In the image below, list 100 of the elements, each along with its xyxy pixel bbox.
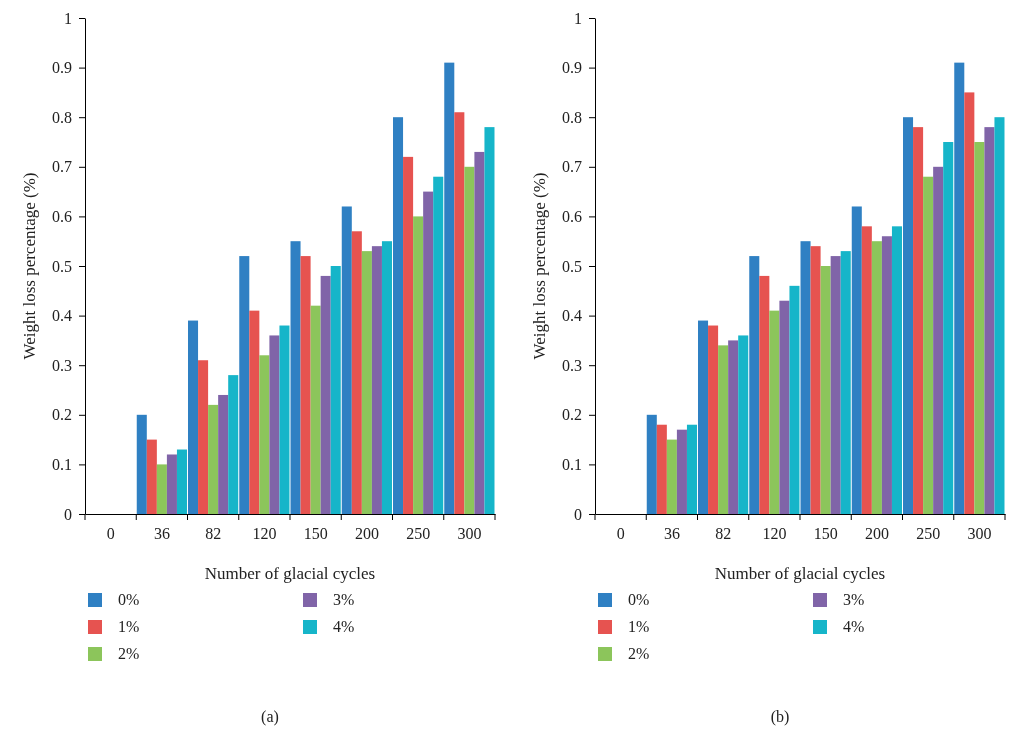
bar	[891, 226, 902, 514]
y-axis-title: Weight loss percentage (%)	[20, 172, 39, 360]
bar	[708, 325, 719, 514]
bar	[676, 429, 687, 514]
bar	[341, 206, 352, 514]
bar	[239, 256, 250, 514]
bar	[393, 117, 404, 514]
bar	[146, 439, 157, 514]
bar	[218, 394, 229, 514]
y-tick-label: 0.5	[562, 257, 582, 275]
y-tick-label: 0.8	[52, 108, 72, 126]
y-axis-title: Weight loss percentage (%)	[530, 172, 549, 360]
x-tick-label: 36	[663, 525, 680, 543]
bar	[444, 62, 455, 514]
bar	[728, 340, 739, 514]
bar	[423, 191, 434, 514]
x-tick-label: 0	[106, 525, 115, 543]
bar	[269, 335, 280, 514]
x-tick-label: 250	[406, 525, 431, 543]
y-tick-label: 0.4	[52, 307, 72, 325]
bar	[310, 305, 321, 514]
y-tick-label: 0.4	[562, 307, 582, 325]
bar	[933, 166, 944, 514]
y-tick-label: 0.3	[52, 356, 72, 374]
y-tick-label: 0.6	[562, 208, 582, 226]
bar	[840, 251, 851, 514]
bar	[779, 300, 790, 514]
bar	[666, 439, 677, 514]
bar	[464, 166, 475, 514]
y-tick-label: 0.6	[52, 208, 72, 226]
legend-label: 1%	[118, 618, 140, 635]
bar	[290, 241, 301, 514]
x-tick-label: 300	[967, 525, 992, 543]
text: (a)	[261, 708, 279, 726]
bar	[738, 335, 749, 514]
bar	[433, 176, 444, 514]
bar	[279, 325, 290, 514]
bar	[474, 151, 485, 514]
bar	[454, 112, 465, 514]
bar	[176, 449, 187, 514]
y-tick-label: 0.1	[52, 456, 72, 474]
legend-label: 3%	[333, 591, 355, 608]
bar	[903, 117, 914, 514]
bar	[300, 256, 311, 514]
bar	[994, 117, 1005, 514]
legend-label: 1%	[628, 618, 650, 635]
bar	[198, 360, 209, 514]
bar	[851, 206, 862, 514]
bar	[361, 251, 372, 514]
legend-label: 4%	[333, 618, 355, 635]
y-tick-label: 0.7	[52, 158, 72, 176]
x-tick-label: 150	[303, 525, 328, 543]
bar	[403, 156, 414, 514]
x-tick-label: 150	[813, 525, 838, 543]
bar	[718, 345, 729, 514]
bar	[974, 142, 985, 514]
x-tick-label: 200	[354, 525, 379, 543]
bar	[830, 256, 841, 514]
bar	[686, 424, 697, 514]
bar	[800, 241, 811, 514]
text: (b)	[770, 708, 790, 726]
bar	[943, 142, 954, 514]
bar	[759, 275, 770, 514]
bar	[698, 320, 709, 514]
y-tick-label: 0	[64, 505, 72, 523]
x-tick-label: 200	[864, 525, 889, 543]
bar	[749, 256, 760, 514]
x-axis-title: Number of glacial cycles	[714, 564, 886, 583]
x-tick-label: 120	[762, 525, 787, 543]
bar	[646, 414, 657, 514]
y-tick-label: 1	[64, 9, 72, 27]
bar	[656, 424, 667, 514]
legend-label: 3%	[843, 591, 865, 608]
legend-label: 0%	[628, 591, 650, 608]
bar	[984, 127, 995, 514]
bar	[249, 310, 260, 514]
y-tick-label: 0.1	[562, 456, 582, 474]
bar	[208, 404, 219, 514]
bar	[861, 226, 872, 514]
bar	[156, 464, 167, 514]
x-tick-label: 300	[457, 525, 482, 543]
bar	[228, 375, 239, 514]
bar	[413, 216, 424, 514]
legend-label: 2%	[628, 645, 650, 662]
y-tick-label: 0	[574, 505, 582, 523]
y-tick-label: 0.2	[52, 406, 72, 424]
y-tick-label: 0.9	[52, 59, 72, 77]
y-tick-label: 0.2	[562, 406, 582, 424]
y-tick-label: 0.8	[562, 108, 582, 126]
bar	[166, 454, 177, 514]
bar	[371, 246, 382, 514]
x-axis-title: Number of glacial cycles	[204, 564, 376, 583]
y-tick-label: 0.5	[52, 257, 72, 275]
bar	[964, 92, 975, 514]
y-tick-label: 0.9	[562, 59, 582, 77]
bar	[330, 266, 341, 514]
bar	[381, 241, 392, 514]
legend-label: 0%	[118, 591, 140, 608]
bar	[136, 414, 147, 514]
bar	[320, 275, 331, 514]
